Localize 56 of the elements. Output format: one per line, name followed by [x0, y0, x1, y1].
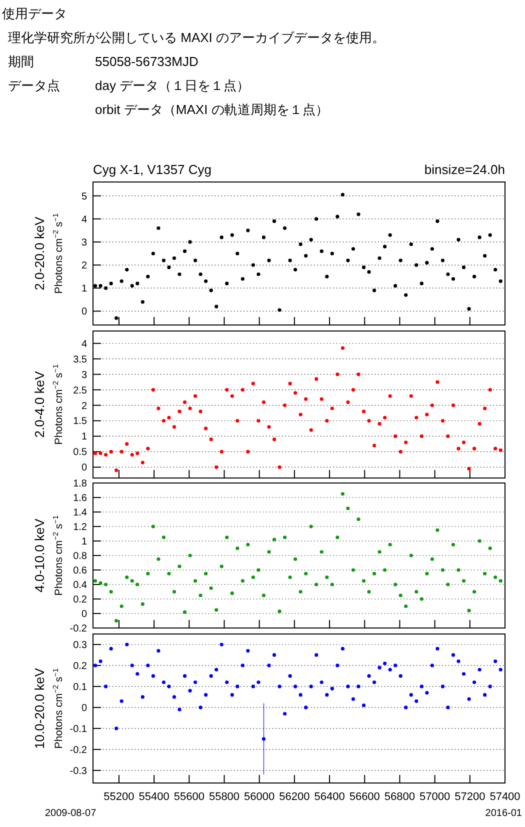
y-tick-label: 5 — [81, 191, 88, 202]
x-tick-label: 56600 — [349, 791, 380, 803]
y-tick-label: 0 — [81, 702, 88, 714]
y-tick-label: 4 — [81, 214, 88, 226]
x-tick-label: 57400 — [490, 791, 520, 803]
y-tick-label: 3 — [81, 370, 88, 381]
y-tick-label: 4 — [81, 338, 88, 350]
x-tick-label: 55200 — [104, 791, 134, 803]
x-tick-label: 57200 — [454, 791, 486, 803]
text: データ点 — [8, 78, 60, 93]
y-tick-label: 0.6 — [73, 566, 88, 576]
y-tick-label: 0 — [81, 462, 88, 474]
y-tick-label: 2 — [81, 400, 88, 412]
y-tick-label: -0.2 — [70, 744, 88, 756]
y-tick-label: 1.2 — [73, 522, 88, 533]
y-tick-label: 1 — [81, 432, 88, 443]
text: orbit データ（MAXI の軌道周期を１点） — [95, 102, 328, 117]
y-tick-label: -0.3 — [70, 766, 88, 777]
text: 2009-08-07 — [45, 808, 97, 819]
y-tick-label: 0.4 — [73, 580, 88, 591]
y-tick-label: 0 — [81, 306, 88, 318]
text: 2016-01 — [485, 808, 522, 819]
y-tick-label: 3 — [81, 237, 88, 248]
y-tick-label: 0.2 — [73, 660, 88, 672]
chart-subtitle: binsize=24.0h — [424, 162, 505, 177]
x-tick-label: 56200 — [279, 791, 310, 803]
y-tick-label: 0.5 — [73, 447, 88, 458]
y-tick-label: 0.1 — [73, 682, 88, 693]
text: day データ（１日を１点） — [95, 78, 250, 93]
x-tick-label: 56400 — [314, 791, 345, 803]
x-tick-label: 56000 — [244, 791, 275, 803]
y-tick-label: 0 — [81, 609, 88, 620]
y-tick-label: 1.6 — [73, 493, 88, 504]
y-tick-label: 1 — [81, 284, 88, 295]
x-tick-label: 56800 — [384, 791, 416, 803]
y-tick-label: 2 — [81, 260, 88, 272]
text: 期間 — [8, 54, 34, 69]
y-tick-label: 0.3 — [73, 640, 88, 651]
y-tick-label: 1.5 — [73, 416, 88, 428]
x-tick-label: 55600 — [174, 791, 204, 803]
text: 使用データ — [2, 6, 67, 21]
y-tick-label: 0.2 — [73, 594, 88, 606]
text: 55058-56733MJD — [95, 54, 198, 69]
y-tick-label: 2.5 — [73, 385, 88, 396]
x-tick-label: 55400 — [138, 791, 170, 803]
y-tick-label: 1.4 — [73, 508, 88, 518]
y-tick-label: 0.8 — [73, 551, 88, 562]
y-tick-label: -0.2 — [70, 624, 88, 634]
y-tick-label: 1.8 — [73, 478, 88, 490]
y-tick-label: 1 — [81, 536, 88, 548]
x-tick-label: 55800 — [208, 791, 240, 803]
x-tick-label: 57000 — [420, 791, 450, 803]
chart-title: Cyg X-1, V1357 Cyg — [93, 162, 212, 177]
y-tick-label: -0.1 — [70, 724, 88, 735]
text: 理化学研究所が公開している MAXI のアーカイブデータを使用。 — [8, 30, 386, 45]
y-tick-label: 3.5 — [73, 354, 88, 366]
